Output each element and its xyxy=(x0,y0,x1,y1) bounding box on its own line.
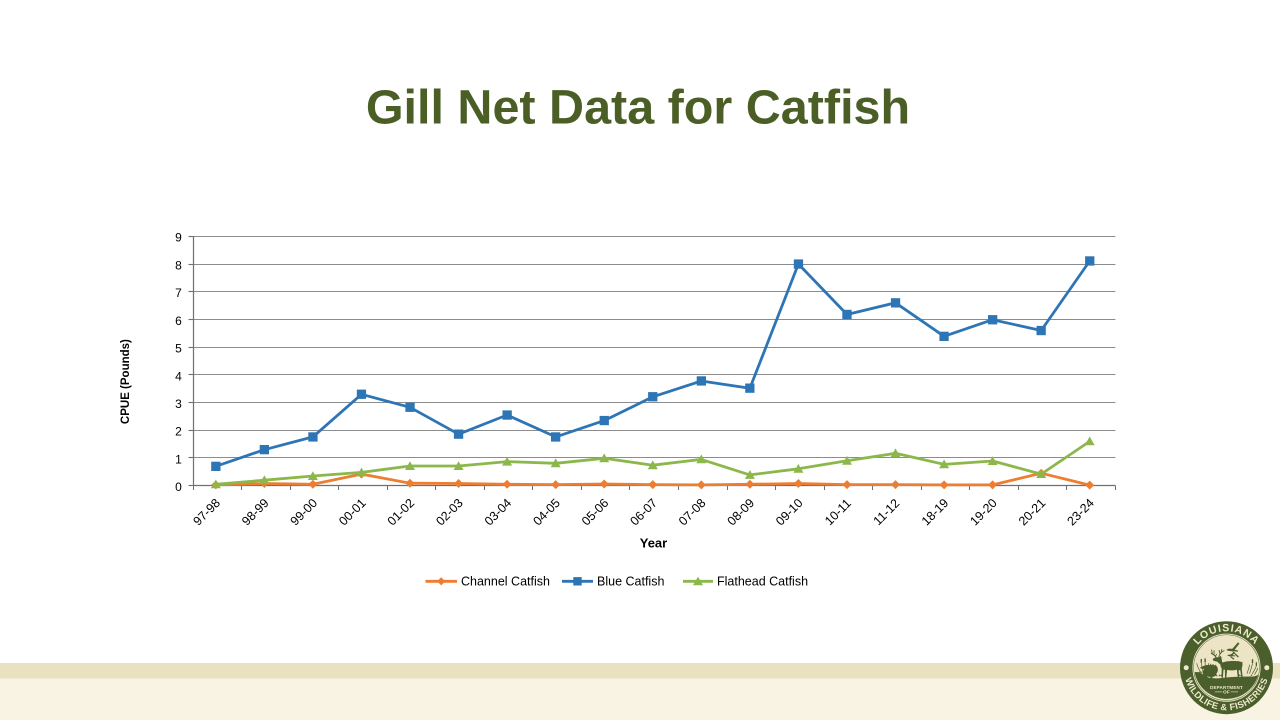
svg-text:6: 6 xyxy=(175,314,182,328)
svg-text:3: 3 xyxy=(175,397,182,411)
svg-text:Channel Catfish: Channel Catfish xyxy=(461,575,550,589)
svg-text:1: 1 xyxy=(175,452,182,466)
svg-text:0: 0 xyxy=(175,480,182,494)
svg-text:CPUE (Pounds): CPUE (Pounds) xyxy=(120,339,132,424)
svg-text:Gill Net Data for Catfish: Gill Net Data for Catfish xyxy=(366,81,910,135)
svg-text:5: 5 xyxy=(175,342,182,356)
svg-text:OF: OF xyxy=(1223,690,1230,695)
svg-text:Year: Year xyxy=(640,536,667,551)
svg-text:8: 8 xyxy=(175,258,182,272)
svg-text:Blue Catfish: Blue Catfish xyxy=(597,575,664,589)
svg-text:2: 2 xyxy=(175,425,182,439)
svg-text:DEPARTMENT: DEPARTMENT xyxy=(1210,685,1243,690)
svg-text:4: 4 xyxy=(175,369,182,383)
svg-text:7: 7 xyxy=(175,286,182,300)
svg-text:Flathead Catfish: Flathead Catfish xyxy=(717,575,808,589)
svg-text:9: 9 xyxy=(175,231,182,245)
